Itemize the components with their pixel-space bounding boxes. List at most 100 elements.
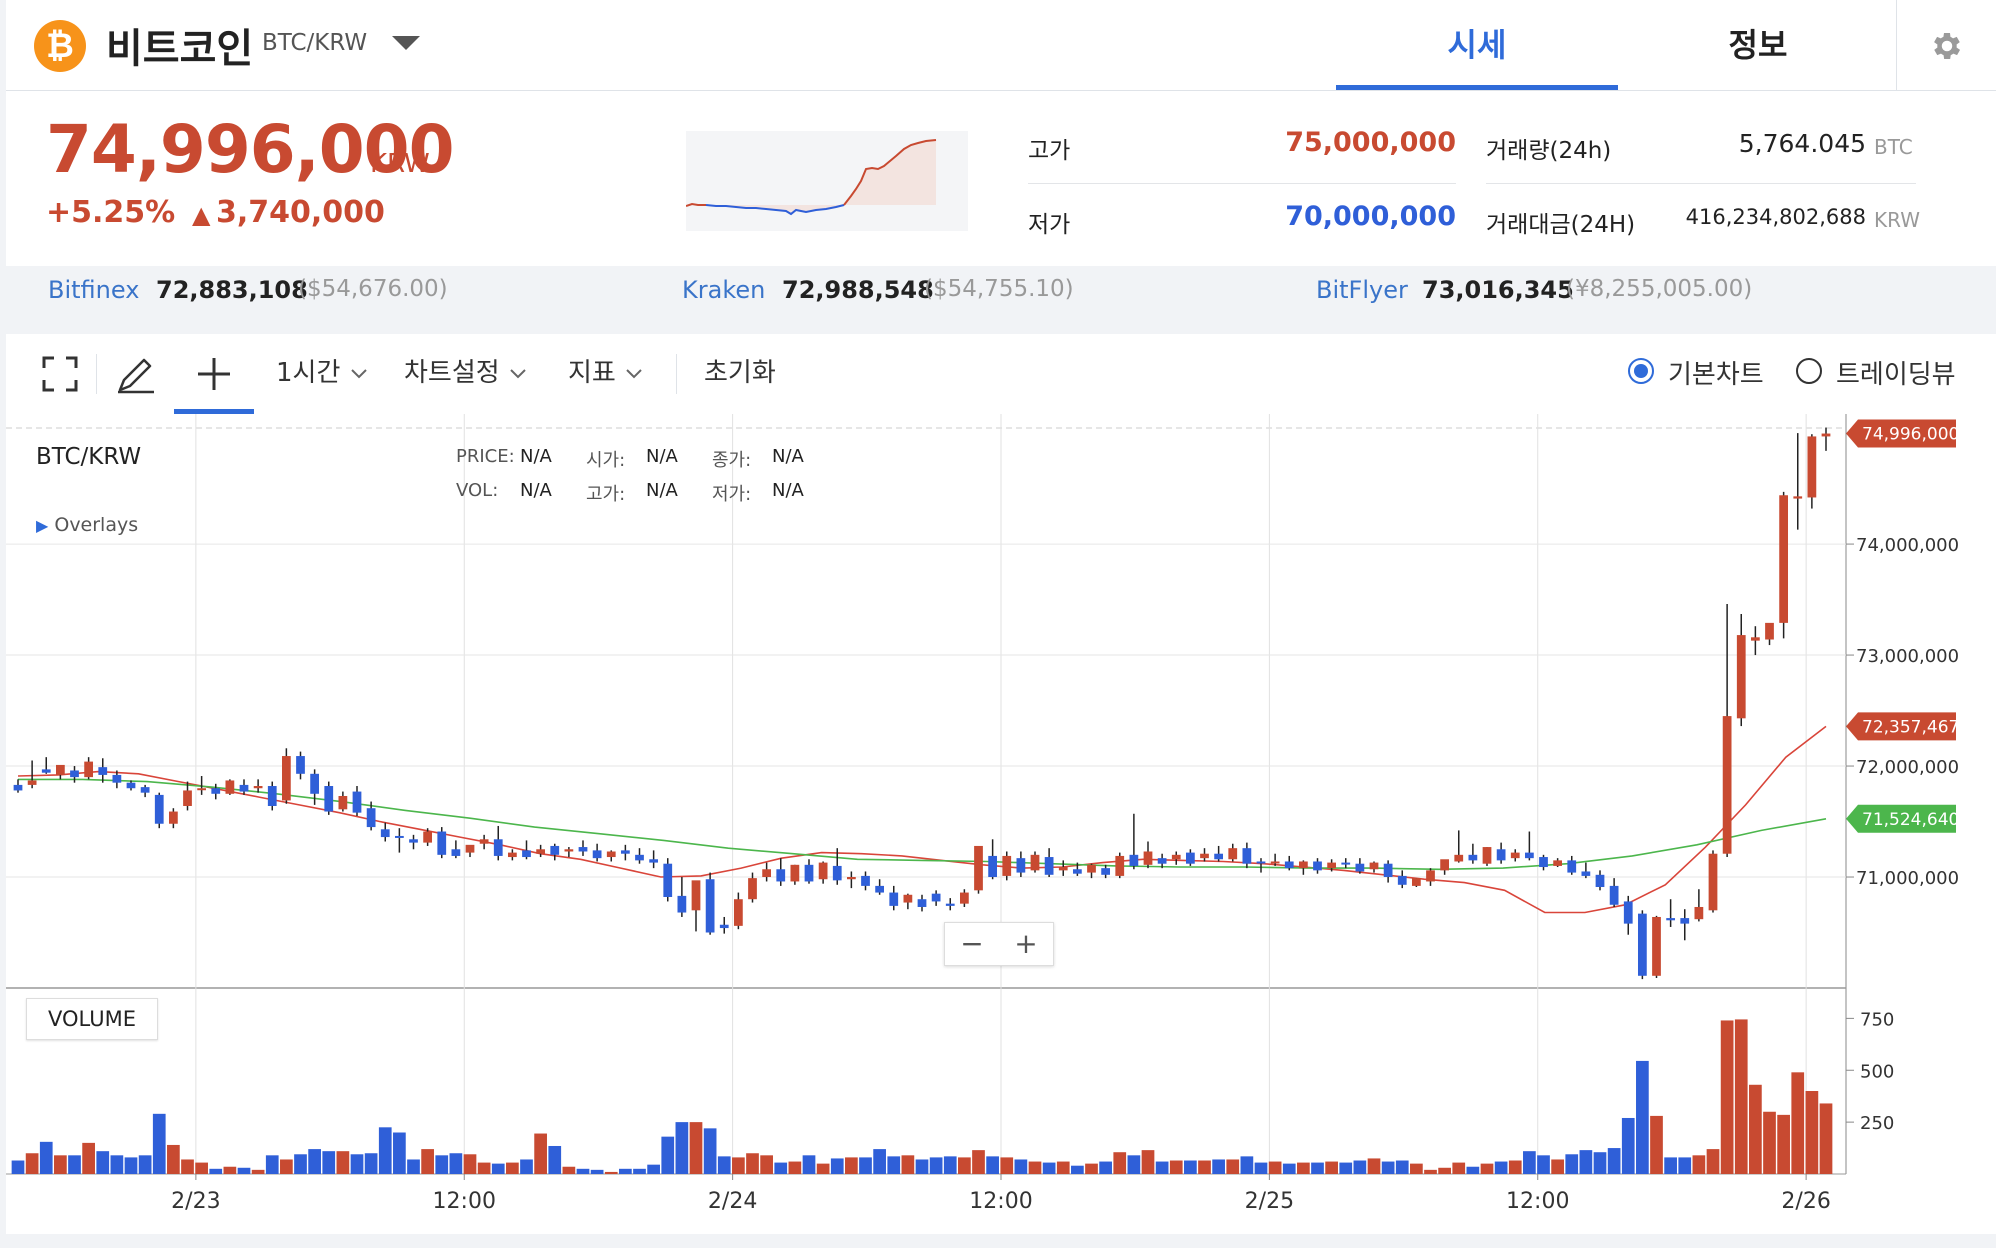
candle [98,767,108,775]
candlestick-chart[interactable]: 2/2312:002/2412:002/2512:002/2612:002/27… [6,414,1996,1234]
volume-bar [124,1157,138,1174]
candle [959,892,969,904]
zoom-out-button[interactable]: − [960,927,984,960]
exchange-name[interactable]: Bitfinex [48,276,140,304]
volume-bar [1480,1163,1494,1174]
candle [1440,859,1450,871]
candle [1101,868,1111,875]
candle [733,899,743,926]
info-vol-label: VOL: [456,480,499,501]
interval-label: 1시간 [276,358,341,388]
volume-tick-label: 500 [1860,1061,1894,1082]
candle [211,788,221,794]
candle [1793,496,1803,499]
x-tick-label: 12:00 [1506,1189,1569,1214]
volume-bar [1636,1060,1649,1174]
overlays-label: Overlays [54,514,139,536]
chevron-down-icon[interactable] [392,36,420,50]
candle [27,780,37,785]
interval-dropdown[interactable]: 1시간 [276,352,369,389]
price-tag: 71,524,640 [1846,804,1959,833]
candle [875,885,885,893]
pencil-icon[interactable] [114,352,158,400]
candle [1482,847,1492,864]
overlays-toggle[interactable]: ▶ Overlays [36,514,138,536]
exchange-name[interactable]: BitFlyer [1316,276,1408,304]
volume-bar [1099,1161,1112,1174]
volume-bar [1311,1162,1324,1174]
volume-bar [717,1156,731,1174]
volume-panel-title: VOLUME [26,998,158,1040]
volume-bar [830,1158,844,1174]
tab-info[interactable]: 정보 [1728,26,1788,64]
volume-bar [152,1113,166,1174]
candle [1383,863,1393,878]
candle [239,784,249,792]
volume-bar [308,1149,321,1174]
candle [522,850,531,858]
candle [988,855,998,878]
volume-bar [562,1166,576,1174]
volume-bar [816,1163,830,1174]
candle [1171,854,1181,860]
candle [296,756,305,774]
candles [13,427,1831,980]
volume-label: 거래량(24h) [1486,138,1612,164]
candle [1298,861,1308,869]
volume-bar [322,1151,336,1174]
crosshair-icon[interactable] [174,348,254,414]
chart-toolbar: 1시간 차트설정 지표 초기화 기본차트 트레이딩뷰 [6,334,1996,415]
candle [635,854,644,861]
candle [1411,878,1421,886]
exchange-usd-price: ($54,755.10) [924,276,1074,302]
candle [903,894,913,903]
volume-bar [1014,1159,1028,1174]
volume-bar [915,1159,929,1174]
volume-bar [732,1157,745,1174]
candle [1623,901,1633,924]
candle [1030,854,1040,871]
indicators-label: 지표 [568,358,616,388]
radio-basic-chart[interactable] [1628,358,1654,384]
candle [140,787,150,793]
radio-basic-label[interactable]: 기본차트 [1668,360,1764,390]
volume-bar [1593,1152,1607,1174]
volume-bar [1226,1159,1240,1174]
info-high-label: 고가: [586,484,626,505]
candle [1510,852,1520,859]
radio-tradingview[interactable] [1796,358,1822,384]
divider [1486,183,1916,184]
exchange-name[interactable]: Kraken [682,276,766,304]
zoom-in-button[interactable]: + [1014,927,1038,960]
candle [1270,861,1280,864]
radio-tradingview-label[interactable]: 트레이딩뷰 [1836,360,1956,390]
x-tick-label: 2/26 [1781,1189,1830,1214]
volume-bar [280,1159,293,1174]
volume-bar [1664,1157,1677,1174]
volume-bar [1537,1155,1550,1174]
volume-bar [25,1153,39,1174]
candle [281,756,291,801]
volume-bar [590,1169,604,1174]
candle [1016,858,1026,873]
candle [423,831,433,843]
chart-settings-dropdown[interactable]: 차트설정 [404,352,528,389]
volume-bar [294,1154,307,1174]
indicators-dropdown[interactable]: 지표 [568,352,644,389]
candle [804,864,814,882]
volume-bar [703,1128,717,1174]
reset-button[interactable]: 초기화 [704,358,776,388]
volume-bar [209,1168,223,1174]
info-high-value: N/A [646,480,678,501]
volume-bar [11,1160,25,1174]
fullscreen-icon[interactable] [40,354,80,398]
triangle-right-icon: ▶ [36,516,49,535]
volume-bar [845,1157,858,1174]
volume-bar [1424,1169,1437,1174]
candle [451,849,461,856]
volume-bar [1184,1160,1197,1174]
price-chart[interactable]: 2/2312:002/2412:002/2512:002/2612:002/27… [6,414,1996,1234]
tab-price[interactable]: 시세 [1336,0,1618,90]
gear-icon[interactable] [1896,0,1996,90]
volume-bar [1212,1159,1225,1174]
